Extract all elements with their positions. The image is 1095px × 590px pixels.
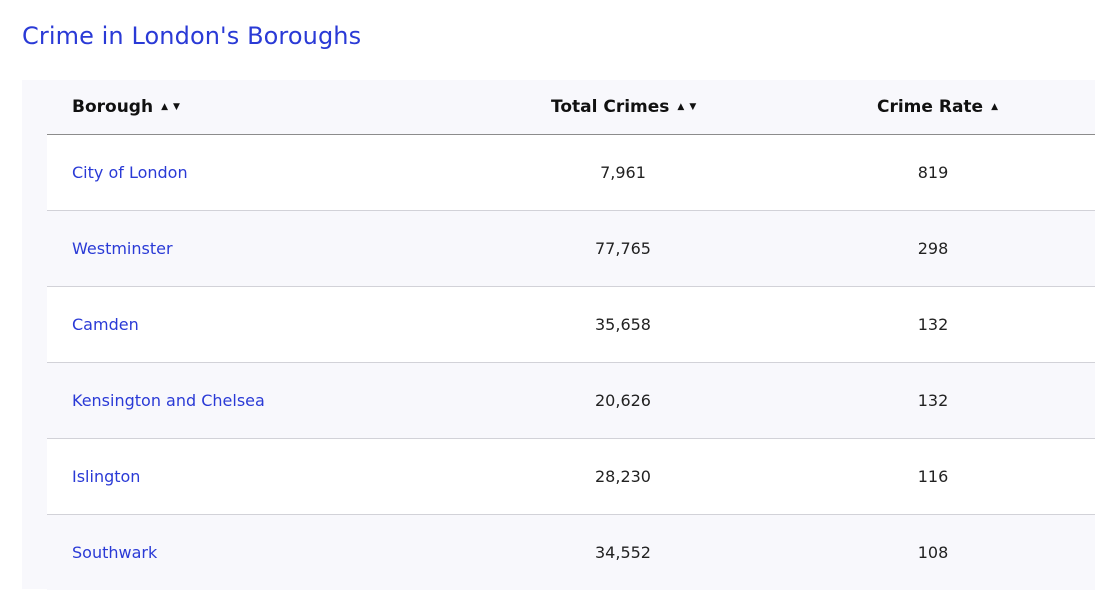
crime-rate-cell: 108 — [917, 543, 949, 562]
column-header-crime-rate-label: Crime Rate — [877, 97, 984, 117]
column-header-crime-rate[interactable]: Crime Rate ▲ — [877, 80, 998, 134]
table-body: City of London 7,961 819 Westminster 77,… — [47, 135, 1095, 590]
table-header: Borough ▲ ▼ Total Crimes ▲ ▼ Crime Rate … — [47, 80, 1095, 135]
sort-controls-crime-rate: ▲ — [991, 102, 998, 112]
table-row: Camden 35,658 132 — [47, 287, 1095, 363]
crime-rate-cell: 819 — [917, 163, 949, 182]
column-header-borough-label: Borough — [72, 97, 154, 117]
sort-ascending-icon[interactable]: ▲ — [677, 102, 685, 112]
sort-controls-borough: ▲ ▼ — [161, 102, 180, 112]
table-row: City of London 7,961 819 — [47, 135, 1095, 211]
borough-link[interactable]: City of London — [72, 163, 188, 182]
table-row: Islington 28,230 116 — [47, 439, 1095, 515]
sort-ascending-icon[interactable]: ▲ — [161, 102, 168, 112]
borough-link[interactable]: Kensington and Chelsea — [72, 391, 265, 410]
crime-rate-cell: 298 — [917, 239, 949, 258]
borough-link[interactable]: Westminster — [72, 239, 173, 258]
borough-link[interactable]: Southwark — [72, 543, 158, 562]
sort-controls-total-crimes: ▲ ▼ — [677, 102, 696, 112]
column-header-total-crimes[interactable]: Total Crimes ▲ ▼ — [551, 80, 696, 134]
total-crimes-cell: 77,765 — [595, 239, 651, 258]
total-crimes-cell: 28,230 — [595, 467, 651, 486]
page-title: Crime in London's Boroughs — [22, 22, 362, 50]
sort-descending-icon[interactable]: ▼ — [173, 102, 180, 112]
column-header-total-crimes-label: Total Crimes — [551, 97, 670, 117]
table-row: Kensington and Chelsea 20,626 132 — [47, 363, 1095, 439]
borough-link[interactable]: Islington — [72, 467, 141, 486]
total-crimes-cell: 34,552 — [595, 543, 651, 562]
column-header-borough[interactable]: Borough ▲ ▼ — [72, 80, 180, 134]
sort-ascending-icon[interactable]: ▲ — [991, 102, 998, 112]
total-crimes-cell: 35,658 — [595, 315, 651, 334]
crime-rate-cell: 132 — [917, 391, 949, 410]
crime-rate-cell: 116 — [917, 467, 949, 486]
borough-link[interactable]: Camden — [72, 315, 139, 334]
sort-descending-icon[interactable]: ▼ — [689, 102, 697, 112]
crime-table: Borough ▲ ▼ Total Crimes ▲ ▼ Crime Rate … — [22, 80, 1095, 590]
table-row: Westminster 77,765 298 — [47, 211, 1095, 287]
table-row: Southwark 34,552 108 — [47, 515, 1095, 590]
total-crimes-cell: 7,961 — [600, 163, 646, 182]
total-crimes-cell: 20,626 — [595, 391, 651, 410]
crime-rate-cell: 132 — [917, 315, 949, 334]
